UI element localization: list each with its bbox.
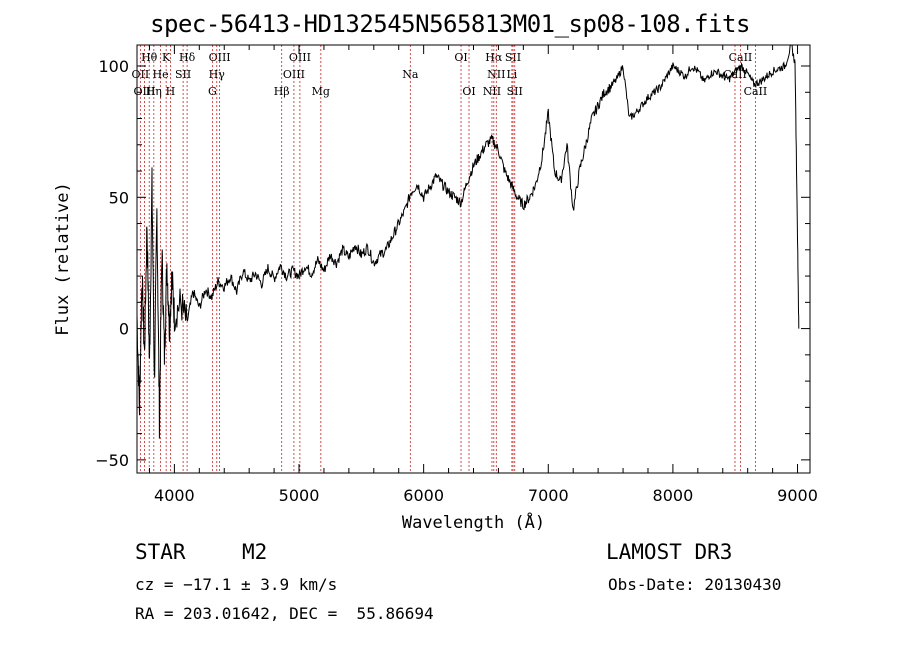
plot-frame (136, 44, 811, 474)
x-tick-label: 7000 (528, 486, 569, 505)
redshift-text: cz = −17.1 ± 3.9 km/s (135, 575, 338, 594)
spectrum-line (136, 44, 800, 439)
chart-title: spec-56413-HD132545N565813M01_sp08-108.f… (150, 10, 750, 38)
spectral-line-label: CaII (744, 85, 768, 98)
spectral-line-label: OIII (289, 51, 311, 64)
y-tick-label: 0 (119, 320, 129, 339)
subclass-label: M2 (242, 540, 268, 564)
x-tick-label: 9000 (777, 486, 818, 505)
spectral-line-label: SII (507, 85, 523, 98)
y-tick-label: 50 (109, 188, 129, 207)
x-tick-label: 4000 (154, 486, 195, 505)
obs-date-text: Obs-Date: 20130430 (608, 575, 782, 594)
spectral-line-label: Hγ (209, 68, 226, 81)
y-tick-label: −50 (95, 451, 129, 470)
spectral-line-label: H (166, 85, 176, 98)
spectral-line-label: Hη (146, 85, 162, 98)
coordinates-text: RA = 203.01642, DEC = 55.86694 (135, 604, 434, 623)
spectral-line-label: G (208, 85, 217, 98)
spectral-line-label: Mg (312, 85, 330, 98)
spectral-line-label: OI (462, 85, 475, 98)
spectral-line-label: Hθ (141, 51, 158, 64)
x-tick-label: 6000 (403, 486, 444, 505)
x-tick-label: 5000 (279, 486, 320, 505)
y-tick-label: 100 (98, 57, 129, 76)
spectral-line-label: Na (402, 68, 419, 81)
spectral-line-label: NII (487, 68, 505, 81)
spectral-line-label: SII (505, 51, 521, 64)
spectral-line-label: K (162, 51, 171, 64)
spectral-line-label: SII (175, 68, 191, 81)
spectral-line-label: OIII (283, 68, 305, 81)
spectral-line-label: NII (483, 85, 501, 98)
spectral-line-label: OIII (133, 85, 155, 98)
x-axis-label: Wavelength (Å) (402, 511, 545, 533)
survey-label: LAMOST DR3 (606, 540, 733, 564)
spectral-line-label: Li (506, 68, 517, 81)
spectral-line-label: OIII (209, 51, 231, 64)
spectral-line-label: OI (454, 51, 467, 64)
spectral-line-label: OII (132, 68, 150, 81)
spectral-line-label: Hα (485, 51, 503, 64)
spectral-line-label: CaII (729, 51, 753, 64)
spectral-line-label: Hδ (179, 51, 196, 64)
spectral-line-label: He (153, 68, 169, 81)
y-axis-label: Flux (relative) (53, 182, 73, 336)
spectral-line-label: Hβ (274, 85, 290, 98)
class-label: STAR (135, 540, 186, 564)
x-tick-label: 8000 (653, 486, 694, 505)
